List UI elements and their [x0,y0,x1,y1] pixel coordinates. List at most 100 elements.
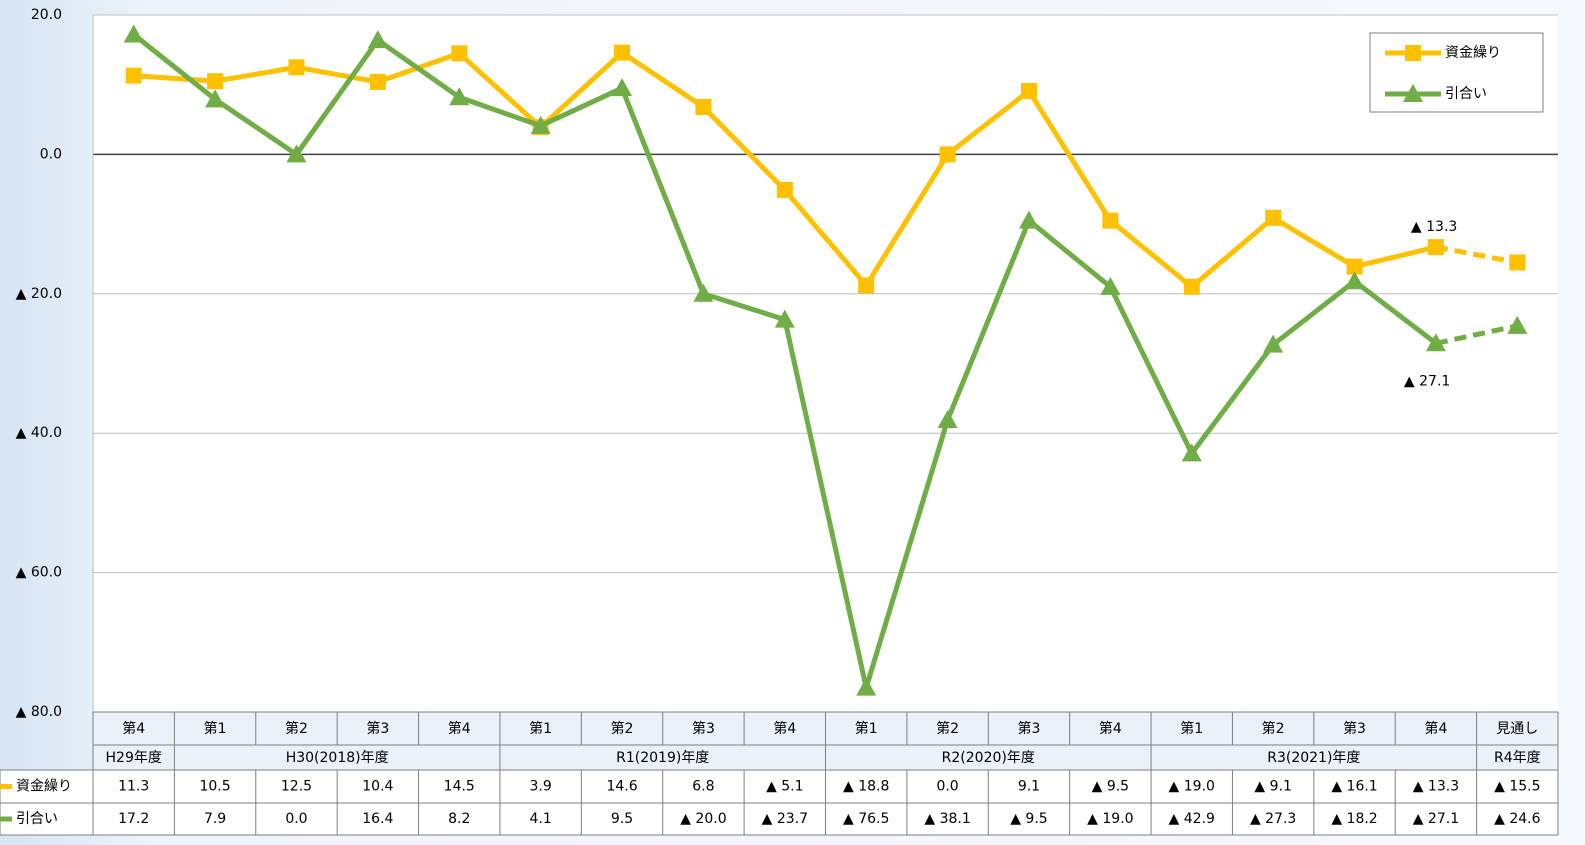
group-label: R4年度 [1494,750,1541,766]
marker [1102,212,1119,229]
data-label: ▲ 9.1 [1254,779,1291,795]
data-label: 16.4 [362,811,393,827]
data-label: ▲ 19.0 [1087,811,1133,827]
group-label: H30(2018)年度 [286,750,389,766]
x-tick-label: 第1 [204,720,227,737]
group-label: R2(2020)年度 [942,750,1035,766]
x-tick-label: 第2 [285,720,308,737]
x-tick-label: 第3 [366,720,389,737]
y-tick-label: ▲ 20.0 [16,286,62,302]
marker [1100,276,1121,295]
data-label: 17.2 [118,811,149,827]
data-label: 6.8 [692,779,714,795]
marker [612,78,633,97]
x-tick-label: 第4 [448,720,471,737]
marker [1020,82,1037,99]
data-label: 7.9 [204,811,226,827]
marker [856,677,877,696]
x-tick-label: 第2 [611,720,634,737]
data-label: ▲ 18.8 [843,779,889,795]
y-tick-label: 20.0 [31,7,62,23]
plot-area [93,15,1558,712]
data-label: 8.2 [448,811,470,827]
data-label: ▲ 23.7 [762,811,808,827]
data-label: ▲ 18.2 [1331,811,1377,827]
marker [286,144,307,163]
group-label: H29年度 [106,750,162,766]
x-tick-label: 第3 [1343,720,1366,737]
marker [1263,334,1284,353]
data-label: 10.5 [199,779,230,795]
x-tick-label: 第4 [1099,720,1122,737]
y-tick-label: 0.0 [40,146,62,162]
marker [1507,315,1528,334]
marker [367,30,388,49]
marker [369,73,386,90]
legend-label: 引合い [1445,86,1487,102]
data-label: 3.9 [530,779,552,795]
marker [939,146,956,163]
x-tick-label: 第1 [529,720,552,737]
x-tick-label: 第2 [1262,720,1285,737]
marker [1425,333,1446,352]
marker [695,99,712,116]
marker [451,45,468,62]
legend-marker [1403,84,1423,102]
annotation: ▲ 13.3 [1411,219,1457,235]
annotation: ▲ 27.1 [1404,373,1450,389]
data-label: 11.3 [118,779,149,795]
marker [776,181,793,198]
marker [693,283,714,302]
data-label: 14.6 [606,779,637,795]
marker [1181,443,1202,462]
data-label: 9.1 [1018,779,1040,795]
data-label: ▲ 9.5 [1092,779,1129,795]
data-label: ▲ 16.1 [1331,779,1377,795]
x-tick-label: 第4 [122,720,145,737]
marker [125,67,142,84]
data-label: 12.5 [281,779,312,795]
marker [1509,254,1526,271]
marker [1344,271,1365,290]
y-tick-label: ▲ 40.0 [16,425,62,441]
data-label: ▲ 42.9 [1169,811,1215,827]
x-tick-label: 第2 [936,720,959,737]
x-tick-label: 第3 [1018,720,1041,737]
group-label: R1(2019)年度 [616,750,709,766]
marker [1183,278,1200,295]
marker [207,73,224,90]
y-tick-label: ▲ 80.0 [16,704,62,720]
legend-marker [1405,45,1421,61]
marker [449,87,470,106]
marker [937,409,958,428]
data-label: 0.0 [285,811,307,827]
marker [530,115,551,134]
data-label: 0.0 [936,779,958,795]
table-row-label: 資金繰り [16,779,72,795]
marker [1427,239,1444,256]
data-label: 10.4 [362,779,393,795]
data-label: ▲ 19.0 [1169,779,1215,795]
y-tick-label: ▲ 60.0 [16,565,62,581]
x-tick-label: 第4 [773,720,796,737]
x-tick-label: 第3 [692,720,715,737]
legend-label: 資金繰り [1445,45,1501,61]
data-label: ▲ 20.0 [680,811,726,827]
data-label: 4.1 [530,811,552,827]
data-label: ▲ 15.5 [1494,779,1540,795]
data-label: ▲ 76.5 [843,811,889,827]
marker [774,309,795,328]
marker [1018,210,1039,229]
legend-box [1369,32,1544,113]
data-label: ▲ 27.3 [1250,811,1296,827]
data-label: 14.5 [444,779,475,795]
x-tick-label: 第1 [1180,720,1203,737]
data-label: ▲ 5.1 [766,779,803,795]
table-row-label: 引合い [16,811,58,827]
group-label: R3(2021)年度 [1267,750,1360,766]
data-label: ▲ 9.5 [1010,811,1047,827]
x-tick-label: 第1 [855,720,878,737]
series-line-forecast [1435,323,1518,346]
